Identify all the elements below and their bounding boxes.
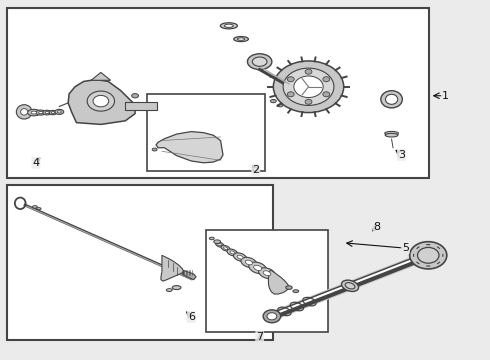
Polygon shape bbox=[68, 80, 135, 125]
Ellipse shape bbox=[238, 38, 245, 40]
Polygon shape bbox=[156, 132, 223, 163]
Ellipse shape bbox=[224, 24, 233, 27]
Ellipse shape bbox=[36, 110, 46, 115]
Ellipse shape bbox=[51, 112, 55, 113]
Ellipse shape bbox=[385, 134, 398, 137]
Circle shape bbox=[87, 91, 115, 111]
Ellipse shape bbox=[221, 245, 230, 251]
Circle shape bbox=[294, 76, 323, 98]
Ellipse shape bbox=[230, 251, 235, 254]
Ellipse shape bbox=[45, 112, 49, 114]
Text: 2: 2 bbox=[252, 165, 259, 175]
Text: 6: 6 bbox=[188, 312, 195, 322]
Ellipse shape bbox=[381, 91, 402, 108]
Ellipse shape bbox=[209, 237, 214, 240]
Ellipse shape bbox=[245, 260, 252, 265]
Circle shape bbox=[287, 77, 294, 82]
Ellipse shape bbox=[16, 105, 32, 119]
Ellipse shape bbox=[32, 206, 37, 208]
Text: 8: 8 bbox=[373, 222, 381, 231]
Bar bbox=[206, 230, 328, 332]
Ellipse shape bbox=[27, 109, 40, 116]
Ellipse shape bbox=[132, 94, 139, 98]
Ellipse shape bbox=[49, 111, 57, 115]
Polygon shape bbox=[183, 270, 196, 280]
Ellipse shape bbox=[152, 148, 157, 151]
Ellipse shape bbox=[37, 208, 41, 210]
Circle shape bbox=[93, 95, 109, 107]
Ellipse shape bbox=[252, 57, 267, 66]
Text: 7: 7 bbox=[256, 332, 263, 342]
Circle shape bbox=[323, 77, 330, 82]
Ellipse shape bbox=[216, 242, 223, 247]
Ellipse shape bbox=[214, 240, 220, 243]
Text: 4: 4 bbox=[32, 158, 39, 168]
Ellipse shape bbox=[39, 112, 43, 114]
Circle shape bbox=[263, 310, 281, 323]
Circle shape bbox=[267, 313, 277, 320]
Ellipse shape bbox=[55, 109, 64, 114]
Ellipse shape bbox=[254, 265, 262, 270]
Bar bbox=[6, 185, 273, 339]
Ellipse shape bbox=[57, 111, 61, 113]
Polygon shape bbox=[91, 72, 111, 80]
Text: 3: 3 bbox=[398, 150, 405, 160]
Polygon shape bbox=[161, 255, 183, 281]
Circle shape bbox=[273, 61, 343, 113]
Bar bbox=[6, 8, 429, 178]
Ellipse shape bbox=[220, 23, 238, 29]
Circle shape bbox=[305, 99, 312, 104]
Bar bbox=[125, 102, 157, 110]
Ellipse shape bbox=[249, 262, 267, 274]
Ellipse shape bbox=[218, 243, 221, 246]
Circle shape bbox=[283, 68, 334, 105]
Circle shape bbox=[305, 69, 312, 74]
Ellipse shape bbox=[386, 94, 398, 104]
Bar bbox=[147, 94, 265, 171]
Text: 5: 5 bbox=[402, 243, 409, 253]
Circle shape bbox=[287, 92, 294, 97]
Ellipse shape bbox=[241, 257, 257, 268]
Ellipse shape bbox=[172, 285, 181, 289]
Ellipse shape bbox=[259, 268, 275, 279]
Ellipse shape bbox=[342, 280, 359, 292]
Ellipse shape bbox=[270, 99, 276, 103]
Circle shape bbox=[323, 92, 330, 97]
Circle shape bbox=[410, 242, 447, 269]
Ellipse shape bbox=[247, 54, 272, 69]
Ellipse shape bbox=[227, 249, 238, 256]
Ellipse shape bbox=[345, 283, 355, 289]
Ellipse shape bbox=[43, 110, 51, 115]
Ellipse shape bbox=[277, 104, 283, 107]
Ellipse shape bbox=[21, 109, 27, 115]
Ellipse shape bbox=[234, 37, 248, 41]
Ellipse shape bbox=[31, 111, 37, 114]
Ellipse shape bbox=[385, 131, 398, 135]
Polygon shape bbox=[269, 270, 289, 294]
Ellipse shape bbox=[263, 271, 271, 276]
Ellipse shape bbox=[293, 290, 299, 293]
Ellipse shape bbox=[234, 253, 247, 261]
Ellipse shape bbox=[166, 289, 172, 292]
Ellipse shape bbox=[223, 247, 227, 249]
Circle shape bbox=[417, 247, 439, 263]
Ellipse shape bbox=[237, 255, 243, 259]
Ellipse shape bbox=[286, 286, 292, 289]
Text: 1: 1 bbox=[442, 91, 449, 101]
